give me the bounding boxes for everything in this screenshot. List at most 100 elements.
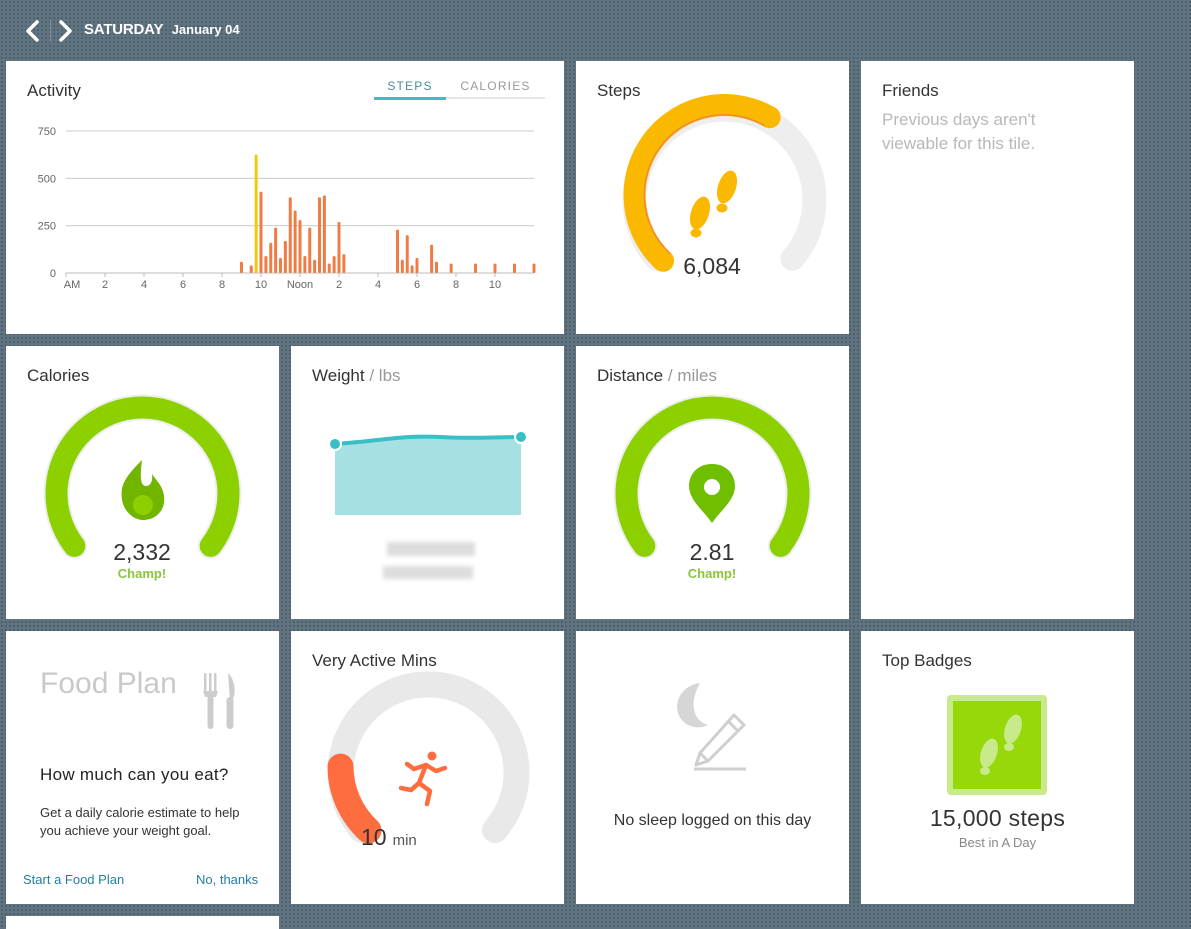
activity-bar xyxy=(303,255,307,273)
activity-bar xyxy=(532,263,536,273)
activity-tabs: STEPS CALORIES xyxy=(374,79,545,100)
activity-bar xyxy=(274,227,278,273)
calories-tile[interactable]: Calories 2,332 Champ! xyxy=(6,346,279,619)
activity-bar xyxy=(308,227,312,273)
tab-calories[interactable]: CALORIES xyxy=(446,79,545,99)
activity-bar xyxy=(474,263,477,273)
activity-bar xyxy=(318,197,321,273)
x-tick-label: 8 xyxy=(219,279,225,291)
activity-bar xyxy=(415,257,419,273)
very-active-mins-gauge xyxy=(327,671,530,844)
y-tick-label: 0 xyxy=(50,268,56,280)
top-badges-title: Top Badges xyxy=(882,651,972,670)
x-tick-label: 4 xyxy=(375,279,381,291)
weight-trend-chart xyxy=(328,430,528,515)
distance-gauge xyxy=(613,394,812,559)
date-month-day: January 04 xyxy=(171,22,240,37)
partial-tile xyxy=(6,916,279,929)
activity-bar xyxy=(405,235,409,273)
food-plan-description: Get a daily calorie estimate to help you… xyxy=(40,805,240,838)
running-person-icon xyxy=(398,751,448,807)
activity-bar xyxy=(493,263,497,273)
weight-trend-line xyxy=(334,434,522,446)
food-plan-title: Food Plan xyxy=(40,667,177,700)
activity-bar xyxy=(513,263,516,273)
friends-tile[interactable]: Friends Previous days aren't viewable fo… xyxy=(861,61,1134,619)
activity-bar xyxy=(400,259,404,273)
activity-tile[interactable]: Activity STEPS CALORIES 0 250 500 750 AM 2 4 6 8… xyxy=(6,61,564,334)
calories-gauge-progress xyxy=(45,396,240,557)
moon-pencil-icon xyxy=(677,683,746,771)
weight-tile[interactable]: Weight / lbs xyxy=(291,346,564,619)
activity-bar xyxy=(298,219,302,273)
very-active-mins-number: 10 xyxy=(361,824,387,850)
x-tick-label: 6 xyxy=(180,279,186,291)
no-thanks-link[interactable]: No, thanks xyxy=(196,872,259,887)
very-active-mins-title: Very Active Mins xyxy=(312,651,437,670)
x-tick-label: 6 xyxy=(414,279,420,291)
x-tick-label: 8 xyxy=(453,279,459,291)
start-food-plan-link[interactable]: Start a Food Plan xyxy=(23,872,125,887)
activity-bar xyxy=(327,263,331,273)
activity-bar xyxy=(342,254,346,273)
chevron-left-icon[interactable] xyxy=(22,18,44,44)
distance-value: 2.81 xyxy=(689,539,735,565)
chevron-right-icon[interactable] xyxy=(54,18,76,44)
activity-bar xyxy=(322,195,326,273)
footprints-icon xyxy=(689,170,738,238)
steps-tile[interactable]: Steps 6,084 xyxy=(576,61,849,334)
steps-value: 6,084 xyxy=(683,253,741,279)
activity-bar xyxy=(259,191,263,273)
current-date: SATURDAY January 04 xyxy=(84,21,240,39)
activity-bar xyxy=(249,265,253,273)
activity-bar xyxy=(293,210,297,273)
x-tick-label: 10 xyxy=(489,279,501,291)
y-tick-label: 750 xyxy=(38,126,56,138)
distance-status: Champ! xyxy=(687,566,737,581)
weight-unit: / lbs xyxy=(369,366,401,385)
activity-bar xyxy=(430,244,434,273)
map-pin-icon xyxy=(689,464,735,523)
weight-value-redacted xyxy=(387,542,475,556)
activity-bar-chart: 0 250 500 750 AM 2 4 6 8 10 Noon 2 4 6 8 10 xyxy=(38,126,536,291)
x-tick-label: 2 xyxy=(336,279,342,291)
activity-bar xyxy=(269,242,273,273)
flame-icon xyxy=(121,460,165,520)
tab-steps[interactable]: STEPS xyxy=(374,79,446,100)
activity-bar xyxy=(279,257,282,273)
weight-title: Weight / lbs xyxy=(312,366,401,386)
very-active-mins-tile[interactable]: Very Active Mins 10 min xyxy=(291,631,564,904)
top-badges-tile[interactable]: Top Badges 15,000 steps Best in A Day xyxy=(861,631,1134,904)
activity-bar xyxy=(396,229,399,273)
very-active-mins-unit: min xyxy=(392,832,417,849)
activity-bar xyxy=(410,265,414,273)
calories-status: Champ! xyxy=(117,566,167,581)
weight-start-point xyxy=(328,437,342,451)
x-tick-label: AM xyxy=(64,279,81,291)
weight-detail-redacted xyxy=(383,566,473,579)
distance-title-label: Distance xyxy=(597,366,664,385)
distance-tile[interactable]: Distance / miles 2.81 Champ! xyxy=(576,346,849,619)
food-plan-question: How much can you eat? xyxy=(40,765,229,784)
activity-bar xyxy=(264,255,268,273)
steps-gauge xyxy=(622,94,827,272)
badge-tile xyxy=(953,701,1041,789)
activity-bar xyxy=(449,263,453,273)
friends-title: Friends xyxy=(882,81,939,100)
food-plan-tile[interactable]: Food Plan How much can you eat? Get a da… xyxy=(6,631,279,904)
calories-gauge xyxy=(43,394,242,559)
distance-unit: / miles xyxy=(667,366,717,385)
fork-knife-icon xyxy=(203,673,235,729)
steps-title: Steps xyxy=(597,81,641,100)
distance-title: Distance / miles xyxy=(597,366,717,386)
sleep-tile[interactable]: No sleep logged on this day xyxy=(576,631,849,904)
badge-subtitle: Best in A Day xyxy=(958,835,1037,850)
activity-bar xyxy=(435,261,438,273)
date-navigation-bar: SATURDAY January 04 xyxy=(0,0,1191,60)
calories-value: 2,332 xyxy=(113,539,171,565)
activity-bar-highlight xyxy=(254,154,258,273)
x-tick-label: 10 xyxy=(255,279,267,291)
badge-value: 15,000 steps xyxy=(929,805,1066,831)
activity-bar xyxy=(337,221,341,273)
y-tick-label: 250 xyxy=(38,221,56,233)
